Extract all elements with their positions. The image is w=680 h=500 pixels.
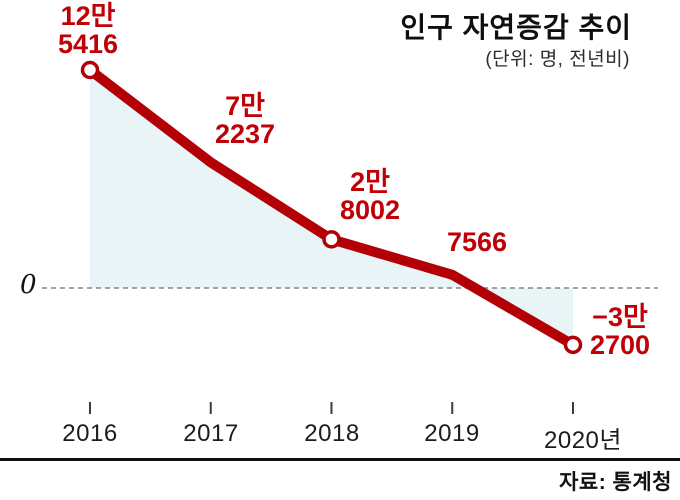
data-label-2018: 2만 8002 [315, 168, 425, 225]
data-label-2016: 12만 5416 [33, 2, 143, 59]
source-credit: 자료: 통계청 [559, 471, 672, 494]
x-axis-label-2019: 2019 [424, 420, 480, 447]
data-label-2017-line1: 7만 [225, 91, 265, 121]
zero-axis-label: 0 [20, 270, 37, 300]
data-label-2017-line2: 2237 [214, 119, 276, 150]
data-label-2020-line2: 2700 [589, 330, 651, 361]
data-label-2019: 7566 [422, 227, 532, 257]
x-axis-label-2020: 2020년 [544, 427, 622, 454]
data-label-2019-line1: 7566 [446, 227, 508, 257]
x-axis-label-2018: 2018 [304, 420, 360, 447]
chart-title: 인구 자연증감 추이 [400, 12, 632, 43]
data-label-2016-line2: 5416 [57, 29, 119, 60]
unit-note: (단위: 명, 전년비) [485, 49, 630, 70]
data-label-2018-line2: 8002 [339, 195, 401, 226]
bottom-divider [0, 458, 680, 461]
data-label-2020-line1: −3만 [592, 302, 648, 332]
data-label-2020: −3만 2700 [565, 303, 675, 360]
data-label-2018-line1: 2만 [350, 167, 390, 197]
x-axis-label-2016: 2016 [62, 420, 118, 447]
x-axis-label-2017: 2017 [183, 420, 239, 447]
data-label-2016-line1: 12만 [60, 1, 116, 31]
data-label-2017: 7만 2237 [190, 92, 300, 149]
